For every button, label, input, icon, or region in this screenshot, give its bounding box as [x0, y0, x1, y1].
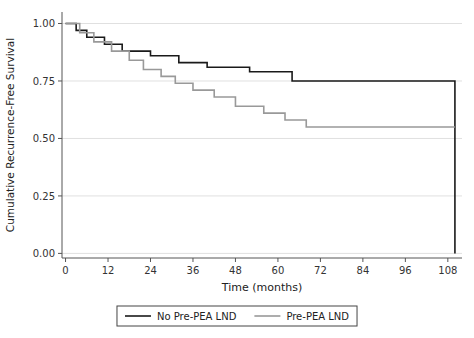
grid-line	[62, 195, 462, 196]
x-tick	[362, 258, 363, 262]
y-tick	[58, 195, 62, 196]
x-axis-line	[62, 258, 462, 259]
x-tick-label: 36	[187, 265, 200, 276]
y-tick	[58, 138, 62, 139]
x-tick-label: 96	[399, 265, 412, 276]
grid-line	[62, 253, 462, 254]
legend-label: Pre-PEA LND	[286, 311, 349, 322]
x-tick	[405, 258, 406, 262]
y-tick-label: 0.50	[33, 133, 55, 144]
y-axis-label: Cumulative Recurrence-Free Survival	[4, 38, 16, 232]
y-tick-label: 0.00	[33, 248, 55, 259]
legend-box	[117, 306, 357, 326]
grid-line	[62, 23, 462, 24]
y-tick-label: 1.00	[33, 18, 55, 29]
y-tick	[58, 253, 62, 254]
plot-area	[66, 23, 455, 253]
x-tick-label: 72	[314, 265, 327, 276]
chart: 0.00 0.25 0.50 0.75 1.00 0 12 24 36 48 60 72 84 96 108…	[0, 0, 474, 338]
x-axis-label: Time (months)	[221, 281, 302, 294]
x-tick-label: 60	[272, 265, 285, 276]
legend-swatch	[125, 315, 151, 317]
x-tick-label: 0	[62, 265, 68, 276]
x-tick	[65, 258, 66, 262]
y-tick	[58, 80, 62, 81]
legend: No Pre-PEA LND Pre-PEA LND	[117, 306, 357, 326]
x-tick-label: 108	[438, 265, 457, 276]
x-tick	[235, 258, 236, 262]
x-tick-label: 12	[102, 265, 115, 276]
x-tick	[108, 258, 109, 262]
legend-label: No Pre-PEA LND	[157, 311, 237, 322]
survival-line	[66, 23, 455, 253]
x-tick	[192, 258, 193, 262]
x-tick-label: 24	[144, 265, 157, 276]
y-axis-line	[62, 12, 63, 258]
x-tick	[320, 258, 321, 262]
legend-swatch	[254, 315, 280, 317]
grid-line	[62, 138, 462, 139]
x-tick-label: 48	[229, 265, 242, 276]
x-tick	[277, 258, 278, 262]
y-tick	[58, 23, 62, 24]
x-tick	[150, 258, 151, 262]
y-tick-label: 0.75	[33, 76, 55, 87]
x-tick-label: 84	[357, 265, 370, 276]
survival-line	[66, 23, 455, 126]
y-tick-label: 0.25	[33, 191, 55, 202]
x-tick	[447, 258, 448, 262]
